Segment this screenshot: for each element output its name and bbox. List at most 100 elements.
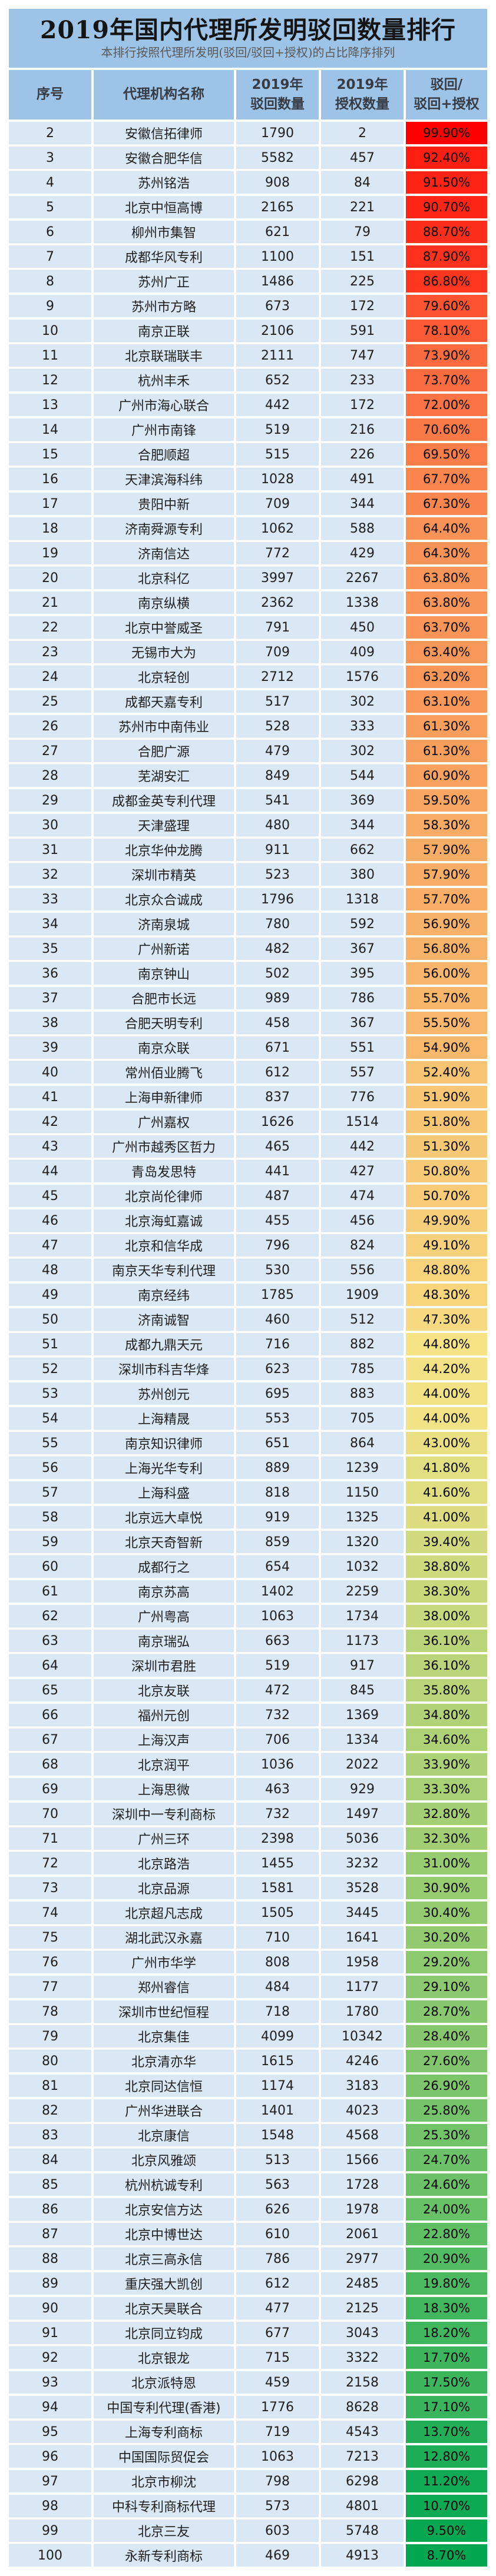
rejection-ratio-cell: 41.60% xyxy=(406,1481,487,1504)
rejection-ratio-cell: 17.50% xyxy=(406,2371,487,2394)
rank-cell: 94 xyxy=(9,2396,91,2418)
agency-name-cell: 北京集佳 xyxy=(94,2025,234,2047)
table-row: 44 青岛发思特 441 427 50.80% xyxy=(9,1160,487,1182)
table-row: 36 南京钟山 502 395 56.00% xyxy=(9,962,487,985)
agency-name-cell: 杭州杭诚专利 xyxy=(94,2173,234,2196)
rejected-count-cell: 455 xyxy=(236,1209,319,1232)
rank-cell: 35 xyxy=(9,938,91,960)
rejection-ratio-cell: 19.80% xyxy=(406,2272,487,2295)
rejected-count-cell: 1505 xyxy=(236,1902,319,1924)
rejection-ratio-cell: 61.30% xyxy=(406,715,487,737)
agency-name-cell: 无锡市大为 xyxy=(94,641,234,663)
table-row: 87 北京中博世达 610 2061 22.80% xyxy=(9,2223,487,2245)
header-cell-rank-label: 序号 xyxy=(37,87,64,102)
table-row: 57 上海科盛 818 1150 41.60% xyxy=(9,1481,487,1504)
table-row: 100 永新专利商标 469 4913 8.70% xyxy=(9,2544,487,2567)
header-cell-rank: 序号 xyxy=(9,70,91,119)
table-row: 94 中国专利代理(香港) 1776 8628 17.10% xyxy=(9,2396,487,2418)
granted-count-cell: 2485 xyxy=(321,2272,404,2295)
rejected-count-cell: 541 xyxy=(236,789,319,812)
granted-count-cell: 1641 xyxy=(321,1926,404,1949)
rejected-count-cell: 718 xyxy=(236,2000,319,2023)
granted-count-cell: 2267 xyxy=(321,567,404,589)
rejection-ratio-cell: 25.80% xyxy=(406,2099,487,2122)
rejection-ratio-cell: 31.00% xyxy=(406,1852,487,1874)
table-row: 43 广州市越秀区哲力 465 442 51.30% xyxy=(9,1135,487,1158)
rejection-ratio-cell: 22.80% xyxy=(406,2223,487,2245)
page-title: 2019年国内代理所发明驳回数量排行 xyxy=(39,16,457,44)
rejected-count-cell: 1785 xyxy=(236,1284,319,1306)
rank-cell: 16 xyxy=(9,468,91,490)
granted-count-cell: 864 xyxy=(321,1432,404,1454)
agency-name-cell: 南京经纬 xyxy=(94,1284,234,1306)
granted-count-cell: 7213 xyxy=(321,2445,404,2468)
rank-cell: 39 xyxy=(9,1036,91,1059)
rank-cell: 38 xyxy=(9,1012,91,1034)
rank-cell: 29 xyxy=(9,789,91,812)
agency-name-cell: 南京天华专利代理 xyxy=(94,1259,234,1281)
table-row: 74 北京超凡志成 1505 3445 30.40% xyxy=(9,1902,487,1924)
rank-cell: 53 xyxy=(9,1382,91,1405)
agency-name-cell: 北京和信华成 xyxy=(94,1234,234,1257)
agency-name-cell: 南京知识律师 xyxy=(94,1432,234,1454)
rank-cell: 80 xyxy=(9,2050,91,2072)
rejected-count-cell: 1036 xyxy=(236,1753,319,1776)
rejection-ratio-cell: 39.40% xyxy=(406,1531,487,1553)
rejection-ratio-cell: 24.60% xyxy=(406,2173,487,2196)
rejected-count-cell: 5582 xyxy=(236,147,319,169)
rejection-ratio-cell: 70.60% xyxy=(406,418,487,441)
table-row: 62 广州粤高 1063 1734 38.00% xyxy=(9,1605,487,1627)
rank-cell: 56 xyxy=(9,1457,91,1479)
table-row: 75 湖北武汉永嘉 710 1641 30.20% xyxy=(9,1926,487,1949)
rejected-count-cell: 780 xyxy=(236,913,319,935)
rejected-count-cell: 673 xyxy=(236,295,319,317)
rejection-ratio-cell: 63.70% xyxy=(406,616,487,639)
table-row: 83 北京康信 1548 4568 25.30% xyxy=(9,2124,487,2146)
rank-cell: 87 xyxy=(9,2223,91,2245)
granted-count-cell: 3183 xyxy=(321,2075,404,2097)
rank-cell: 52 xyxy=(9,1358,91,1380)
agency-name-cell: 南京瑞弘 xyxy=(94,1630,234,1652)
rejected-count-cell: 837 xyxy=(236,1086,319,1108)
header-cell-agency-name: 代理机构名称 xyxy=(94,70,234,119)
granted-count-cell: 367 xyxy=(321,938,404,960)
rejected-count-cell: 460 xyxy=(236,1308,319,1331)
rank-cell: 97 xyxy=(9,2470,91,2492)
rank-cell: 3 xyxy=(9,147,91,169)
granted-count-cell: 786 xyxy=(321,987,404,1009)
agency-name-cell: 南京众联 xyxy=(94,1036,234,1059)
rejected-count-cell: 563 xyxy=(236,2173,319,2196)
rejection-ratio-cell: 41.00% xyxy=(406,1506,487,1528)
table-row: 30 天津盛理 480 344 58.30% xyxy=(9,814,487,836)
table-row: 33 北京众合诚成 1796 1318 57.70% xyxy=(9,888,487,910)
granted-count-cell: 556 xyxy=(321,1259,404,1281)
table-row: 50 济南诚智 460 512 47.30% xyxy=(9,1308,487,1331)
granted-count-cell: 5748 xyxy=(321,2520,404,2542)
rank-cell: 24 xyxy=(9,666,91,688)
rejection-ratio-cell: 54.90% xyxy=(406,1036,487,1059)
table-row: 37 合肥市长远 989 786 55.70% xyxy=(9,987,487,1009)
agency-name-cell: 上海思微 xyxy=(94,1778,234,1800)
table-row: 70 深圳中一专利商标 732 1497 32.80% xyxy=(9,1803,487,1825)
rejection-ratio-cell: 26.90% xyxy=(406,2075,487,2097)
rank-cell: 63 xyxy=(9,1630,91,1652)
rank-cell: 76 xyxy=(9,1951,91,1973)
granted-count-cell: 79 xyxy=(321,221,404,243)
table-row: 55 南京知识律师 651 864 43.00% xyxy=(9,1432,487,1454)
granted-count-cell: 1734 xyxy=(321,1605,404,1627)
rejected-count-cell: 621 xyxy=(236,221,319,243)
table-row: 17 贵阳中新 709 344 67.30% xyxy=(9,493,487,515)
granted-count-cell: 474 xyxy=(321,1185,404,1207)
rank-cell: 91 xyxy=(9,2322,91,2344)
rejected-count-cell: 573 xyxy=(236,2495,319,2517)
rejection-ratio-cell: 10.70% xyxy=(406,2495,487,2517)
rejection-ratio-cell: 56.00% xyxy=(406,962,487,985)
rejected-count-cell: 859 xyxy=(236,1531,319,1553)
rejected-count-cell: 1626 xyxy=(236,1111,319,1133)
table-row: 10 南京正联 2106 591 78.10% xyxy=(9,320,487,342)
rejection-ratio-cell: 29.20% xyxy=(406,1951,487,1973)
rejected-count-cell: 1063 xyxy=(236,2445,319,2468)
rejection-ratio-cell: 18.20% xyxy=(406,2322,487,2344)
rank-cell: 51 xyxy=(9,1333,91,1355)
header-cell-granted-line2: 授权数量 xyxy=(335,97,389,112)
